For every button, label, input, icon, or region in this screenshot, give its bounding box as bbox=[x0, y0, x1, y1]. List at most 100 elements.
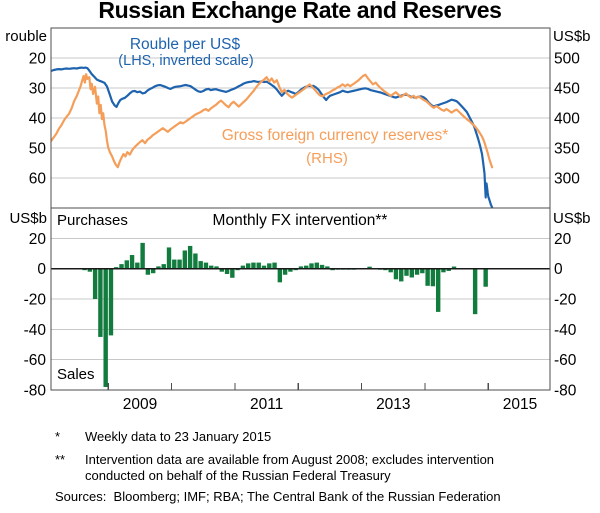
fx-bar bbox=[319, 264, 325, 269]
svg-text:2009: 2009 bbox=[123, 396, 157, 413]
fx-bar bbox=[472, 268, 478, 315]
svg-text:50: 50 bbox=[29, 141, 47, 158]
left-axis-unit-top: rouble bbox=[5, 28, 47, 45]
fx-intervention-bars bbox=[82, 242, 488, 387]
fx-bar bbox=[298, 266, 304, 269]
right-axis-unit-top: US$b bbox=[553, 28, 591, 45]
svg-text:-60: -60 bbox=[554, 352, 577, 369]
fx-bar bbox=[267, 263, 272, 269]
svg-text:2011: 2011 bbox=[250, 396, 283, 413]
fx-bar bbox=[103, 268, 108, 387]
fx-bar bbox=[150, 268, 156, 274]
svg-text:20: 20 bbox=[554, 231, 572, 248]
fx-bar bbox=[177, 259, 182, 269]
fx-bar bbox=[404, 268, 409, 276]
fx-bar bbox=[282, 268, 288, 275]
svg-text:350: 350 bbox=[554, 141, 580, 158]
fx-bar bbox=[198, 261, 203, 269]
left-axis-unit-bottom: US$b bbox=[9, 210, 47, 227]
fx-bar bbox=[209, 265, 214, 269]
fx-bar bbox=[87, 268, 93, 272]
fx-bar bbox=[114, 267, 119, 269]
reserves-series-line bbox=[51, 73, 494, 169]
fx-bar bbox=[430, 268, 436, 287]
fx-bar bbox=[288, 268, 293, 272]
svg-text:60: 60 bbox=[29, 171, 47, 188]
svg-text:400: 400 bbox=[554, 111, 580, 128]
fx-bar bbox=[224, 268, 230, 274]
svg-text:2013: 2013 bbox=[376, 396, 410, 413]
fx-bar bbox=[92, 268, 98, 299]
fx-bar bbox=[156, 266, 161, 269]
fx-bar bbox=[383, 268, 388, 271]
fx-bar bbox=[441, 268, 446, 273]
x-axis-tick-labels: 2009 2011 2013 2015 bbox=[123, 396, 537, 413]
reserves-series-sublabel: (RHS) bbox=[306, 150, 348, 167]
svg-text:40: 40 bbox=[29, 111, 47, 128]
fx-bar bbox=[230, 268, 235, 278]
fx-bar bbox=[309, 263, 314, 269]
x-axis-ticks bbox=[107, 383, 489, 390]
gridlines bbox=[51, 57, 550, 361]
svg-text:20: 20 bbox=[29, 231, 47, 248]
svg-text:300: 300 bbox=[554, 171, 580, 188]
fx-bar bbox=[256, 262, 261, 269]
svg-text:-40: -40 bbox=[554, 322, 577, 339]
svg-text:-80: -80 bbox=[554, 383, 577, 400]
fx-bar bbox=[140, 242, 145, 269]
fx-bar bbox=[251, 262, 256, 269]
svg-text:-40: -40 bbox=[24, 322, 47, 339]
fx-bar bbox=[145, 268, 151, 275]
fx-bar bbox=[98, 268, 103, 337]
fx-bar bbox=[330, 268, 335, 271]
fx-bar bbox=[261, 265, 267, 269]
fx-bar bbox=[240, 265, 246, 269]
fx-bar bbox=[203, 262, 209, 269]
svg-text:0: 0 bbox=[37, 261, 46, 278]
fx-bar bbox=[172, 259, 177, 269]
fx-bar bbox=[166, 247, 172, 269]
fx-bar bbox=[435, 268, 441, 312]
fx-bar bbox=[483, 268, 488, 287]
svg-text:0: 0 bbox=[554, 261, 563, 278]
chart-title: Russian Exchange Rate and Reserves bbox=[98, 0, 502, 23]
fx-bar bbox=[325, 266, 330, 269]
svg-text:20: 20 bbox=[29, 51, 47, 68]
fx-bar bbox=[135, 262, 140, 269]
fx-bar bbox=[245, 263, 251, 269]
chart-canvas: 2009 2011 2013 2015 20 30 40 50 60 500 450 400 350 30… bbox=[24, 27, 581, 413]
right-axis-unit-bottom: US$b bbox=[553, 210, 591, 227]
fx-bar bbox=[420, 268, 425, 274]
fx-bar bbox=[293, 268, 298, 271]
footnote-weekly-data: * Weekly data to 23 January 2015 bbox=[55, 429, 553, 445]
panel-borders bbox=[50, 27, 551, 391]
svg-text:450: 450 bbox=[554, 81, 580, 98]
fx-bar bbox=[193, 253, 198, 269]
svg-text:2015: 2015 bbox=[503, 396, 537, 413]
reserves-series-label: Gross foreign currency reserves* bbox=[221, 127, 449, 144]
fx-bar bbox=[409, 268, 414, 278]
svg-text:-60: -60 bbox=[24, 352, 47, 369]
y-axis-tick-labels: 20 30 40 50 60 500 450 400 350 300 20 20 0 0 -20 -20 -40… bbox=[24, 51, 581, 400]
rouble-series-label: Rouble per US$ bbox=[129, 36, 241, 53]
fx-bar bbox=[182, 250, 188, 269]
svg-text:30: 30 bbox=[29, 81, 47, 98]
fx-bar bbox=[119, 264, 124, 269]
fx-bar bbox=[388, 268, 393, 273]
fx-bar bbox=[272, 262, 277, 269]
svg-text:-20: -20 bbox=[24, 292, 47, 309]
fx-bar bbox=[314, 262, 319, 269]
rouble-series-sublabel: (LHS, inverted scale) bbox=[118, 53, 254, 69]
fx-bar bbox=[367, 266, 372, 269]
footnote-text: Weekly data to 23 January 2015 bbox=[85, 429, 272, 444]
fx-bar bbox=[187, 245, 193, 269]
footnote-marker: ** bbox=[55, 452, 66, 467]
fx-bar bbox=[82, 268, 87, 271]
fx-bar bbox=[235, 268, 240, 271]
svg-text:-80: -80 bbox=[24, 383, 47, 400]
fx-bar bbox=[108, 268, 114, 336]
footnote-text: Intervention data are available from Aug… bbox=[85, 452, 495, 483]
svg-text:500: 500 bbox=[554, 51, 580, 68]
fx-bar bbox=[425, 268, 430, 286]
